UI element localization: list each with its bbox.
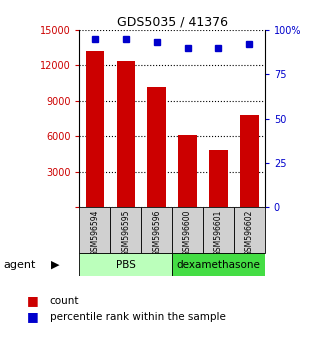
Text: agent: agent [3, 259, 36, 270]
Bar [117, 61, 135, 207]
Text: GSM596600: GSM596600 [183, 210, 192, 256]
FancyBboxPatch shape [172, 207, 203, 253]
FancyBboxPatch shape [79, 253, 172, 276]
Text: percentile rank within the sample: percentile rank within the sample [50, 312, 225, 322]
FancyBboxPatch shape [110, 207, 141, 253]
Text: GSM596601: GSM596601 [214, 210, 223, 256]
Text: GSM596594: GSM596594 [90, 210, 99, 256]
Bar [86, 51, 104, 207]
Title: GDS5035 / 41376: GDS5035 / 41376 [117, 16, 228, 29]
Text: PBS: PBS [116, 259, 136, 270]
Text: ■: ■ [26, 295, 38, 307]
FancyBboxPatch shape [79, 207, 110, 253]
Text: GSM596602: GSM596602 [245, 210, 254, 256]
Bar [147, 87, 166, 207]
FancyBboxPatch shape [234, 207, 265, 253]
Bar [240, 115, 259, 207]
Text: count: count [50, 296, 79, 306]
Text: GSM596596: GSM596596 [152, 210, 161, 256]
Text: GSM596595: GSM596595 [121, 210, 130, 256]
FancyBboxPatch shape [172, 253, 265, 276]
Text: dexamethasone: dexamethasone [176, 259, 260, 270]
FancyBboxPatch shape [141, 207, 172, 253]
Bar [209, 150, 228, 207]
FancyBboxPatch shape [203, 207, 234, 253]
Bar [178, 135, 197, 207]
Text: ▶: ▶ [51, 259, 60, 270]
Text: ■: ■ [26, 310, 38, 323]
